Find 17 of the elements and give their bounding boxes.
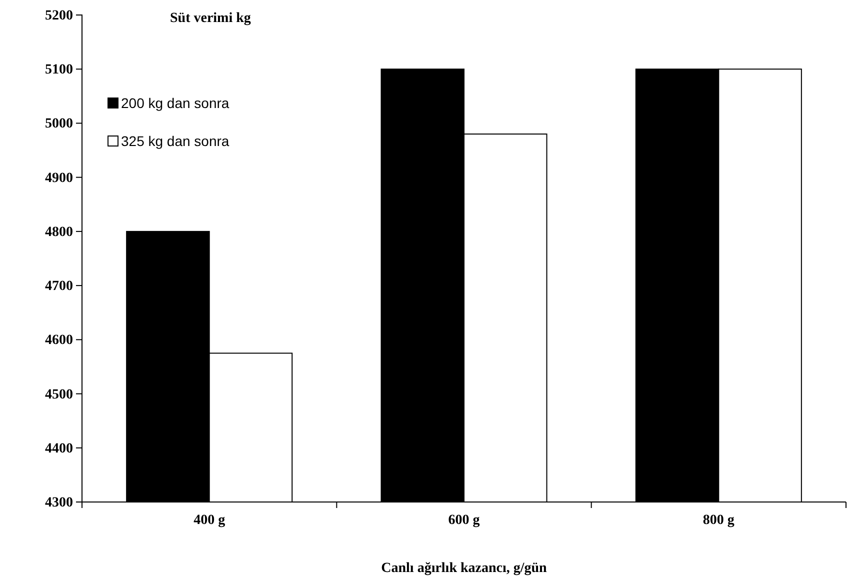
chart-title: Süt verimi kg bbox=[170, 11, 251, 26]
y-tick-label: 4700 bbox=[45, 279, 73, 294]
y-tick-label: 4400 bbox=[45, 441, 73, 456]
y-tick-label: 5000 bbox=[45, 116, 73, 132]
x-axis-title: Canlı ağırlık kazancı, g/gün bbox=[381, 561, 548, 576]
x-tick-label: 600 g bbox=[448, 512, 480, 528]
y-tick-label: 4900 bbox=[45, 170, 73, 186]
legend-label: 200 kg dan sonra bbox=[121, 95, 230, 111]
x-tick-label: 800 g bbox=[702, 512, 734, 528]
x-tick-label: 400 g bbox=[194, 512, 226, 528]
y-tick-label: 5100 bbox=[45, 62, 73, 78]
y-tick-label: 4500 bbox=[45, 387, 73, 402]
legend-label: 325 kg dan sonra bbox=[121, 133, 230, 149]
y-tick-label: 4600 bbox=[45, 333, 73, 348]
y-tick-label: 4300 bbox=[45, 495, 73, 510]
y-tick-label: 5200 bbox=[45, 8, 73, 24]
y-tick-label: 4800 bbox=[45, 224, 73, 240]
